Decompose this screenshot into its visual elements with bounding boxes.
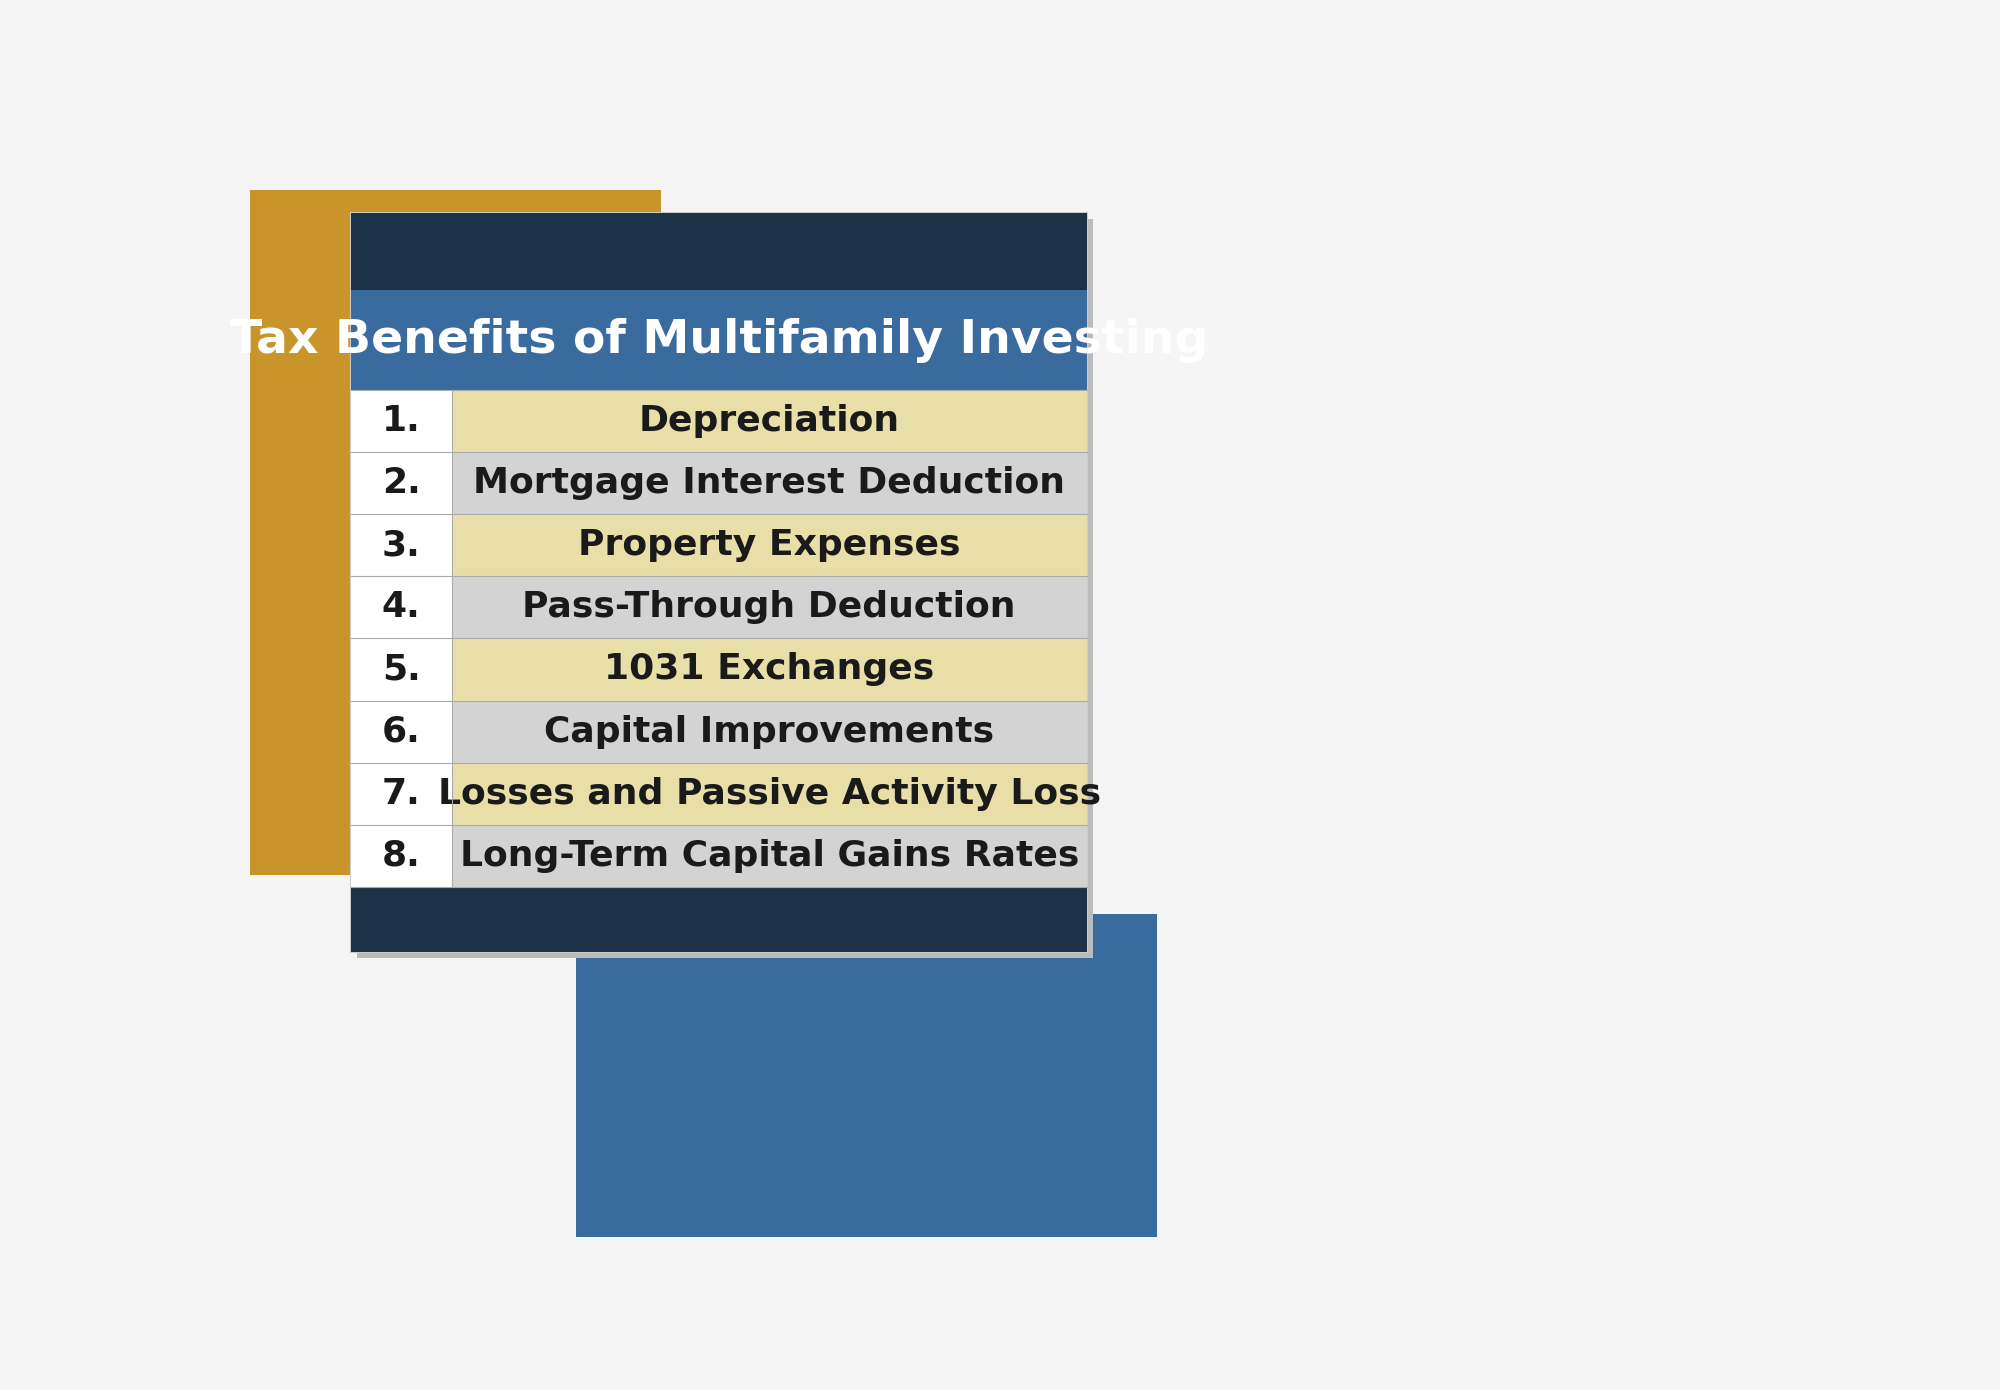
Bar	[350, 391, 452, 452]
Bar	[452, 824, 1088, 887]
Bar	[452, 452, 1088, 514]
Text: Property Expenses: Property Expenses	[578, 528, 960, 563]
Text: 1031 Exchanges: 1031 Exchanges	[604, 652, 934, 687]
Text: 6.: 6.	[382, 714, 420, 749]
Text: 3.: 3.	[382, 528, 420, 563]
Text: Tax Benefits of Multifamily Investing: Tax Benefits of Multifamily Investing	[230, 317, 1208, 363]
Text: Losses and Passive Activity Loss: Losses and Passive Activity Loss	[438, 777, 1100, 810]
Text: Long-Term Capital Gains Rates: Long-Term Capital Gains Rates	[460, 838, 1078, 873]
Bar	[356, 220, 1094, 958]
Bar	[576, 913, 1156, 1237]
Bar	[350, 213, 1088, 291]
Text: Pass-Through Deduction: Pass-Through Deduction	[522, 591, 1016, 624]
Text: 8.: 8.	[382, 838, 420, 873]
Bar	[452, 514, 1088, 577]
Bar	[350, 701, 452, 763]
Bar	[350, 213, 1088, 952]
Bar	[350, 514, 452, 577]
Text: Capital Improvements: Capital Improvements	[544, 714, 994, 749]
Bar	[350, 638, 452, 701]
Bar	[452, 577, 1088, 638]
Text: Mortgage Interest Deduction: Mortgage Interest Deduction	[474, 466, 1066, 500]
Text: 7.: 7.	[382, 777, 420, 810]
Bar	[452, 701, 1088, 763]
Bar	[250, 190, 660, 876]
Bar	[452, 763, 1088, 824]
Bar	[350, 577, 452, 638]
Bar	[452, 391, 1088, 452]
Bar	[350, 763, 452, 824]
Text: 4.: 4.	[382, 591, 420, 624]
Bar	[350, 887, 1088, 952]
Text: 2.: 2.	[382, 466, 420, 500]
Bar	[452, 638, 1088, 701]
Bar	[350, 824, 452, 887]
Text: 1.: 1.	[382, 404, 420, 438]
Bar	[350, 452, 452, 514]
Text: Depreciation: Depreciation	[638, 404, 900, 438]
Text: 5.: 5.	[382, 652, 420, 687]
Bar	[350, 291, 1088, 391]
